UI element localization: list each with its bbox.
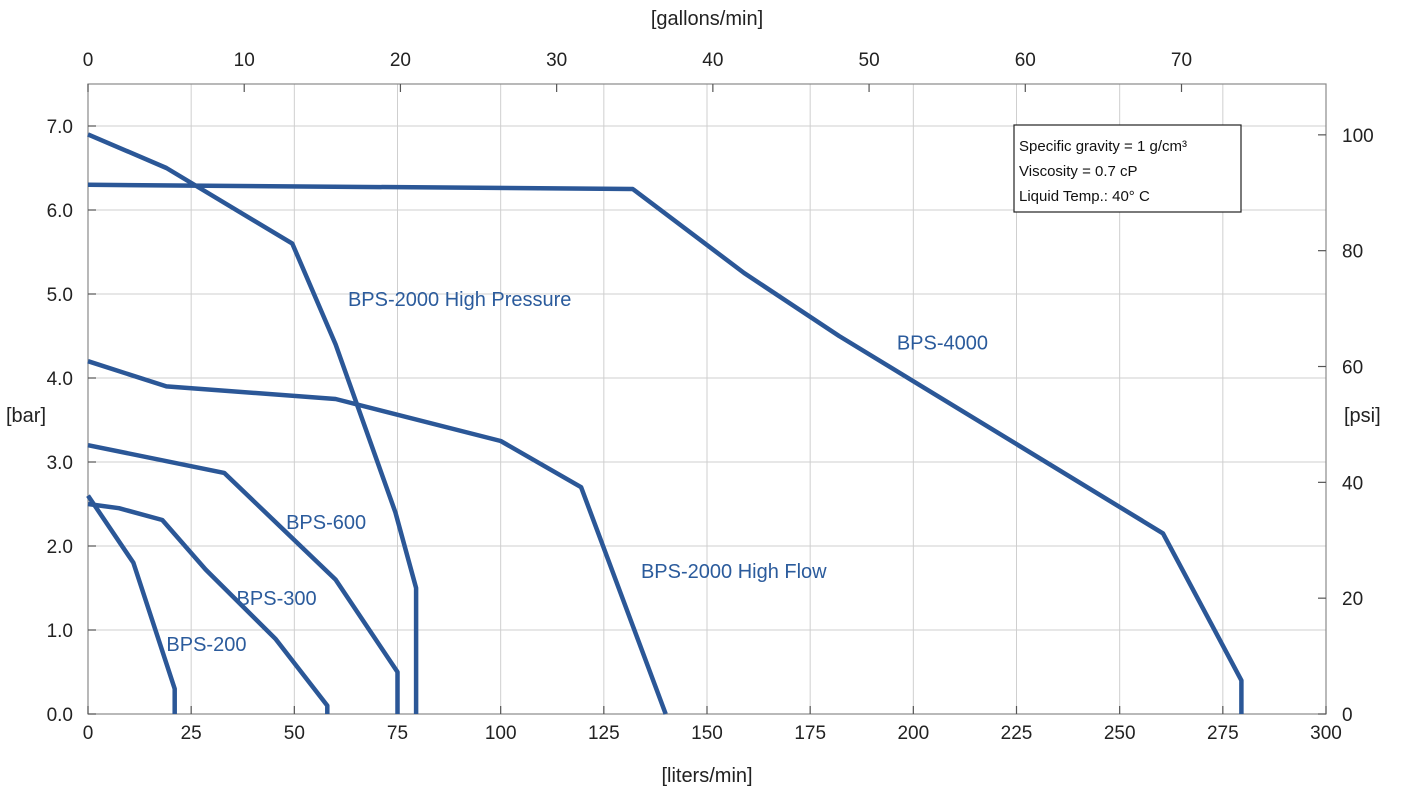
x-tick-label: 25 [181, 723, 202, 744]
series-line-bps-200 [86, 494, 177, 714]
y-tick-label: 2.0 [47, 537, 73, 558]
y-tick-label: 6.0 [47, 201, 73, 222]
y-tick-label: 5.0 [47, 285, 73, 306]
x-axis-gallons-ticks: 0 10 20 30 40 50 60 70 [83, 50, 1192, 92]
x2-tick-label: 20 [390, 50, 411, 71]
x-axis-liters-ticks: 0 25 50 75 100 125 150 175 200 225 250 275 300 [83, 706, 1342, 744]
x-tick-label: 225 [1001, 723, 1033, 744]
x2-tick-label: 0 [83, 50, 94, 71]
y2-tick-label: 0 [1342, 705, 1353, 726]
x-tick-label: 125 [588, 723, 620, 744]
y2-tick-label: 20 [1342, 589, 1363, 610]
y-tick-label: 0.0 [47, 705, 73, 726]
x-tick-label: 300 [1310, 723, 1342, 744]
x-tick-label: 100 [485, 723, 517, 744]
x2-tick-label: 50 [859, 50, 880, 71]
series-label-bps-4000: BPS-4000 [897, 332, 988, 354]
x-tick-label: 75 [387, 723, 408, 744]
y-axis-title-right: [psi] [1344, 405, 1381, 427]
conditions-note-line: Liquid Temp.: 40° C [1019, 188, 1150, 205]
x2-tick-label: 60 [1015, 50, 1036, 71]
x2-tick-label: 40 [702, 50, 723, 71]
x2-tick-label: 10 [234, 50, 255, 71]
y-axis-title-left: [bar] [6, 405, 46, 427]
conditions-note: Specific gravity = 1 g/cm³ Viscosity = 0… [1013, 124, 1242, 213]
x2-tick-label: 70 [1171, 50, 1192, 71]
series-label-bps-2000-high-pressure: BPS-2000 High Pressure [348, 289, 571, 311]
conditions-note-line: Viscosity = 0.7 cP [1019, 163, 1138, 180]
conditions-note-line: Specific gravity = 1 g/cm³ [1019, 138, 1187, 155]
y2-tick-label: 60 [1342, 358, 1363, 379]
series-label-bps-600: BPS-600 [286, 512, 366, 534]
x-axis-title-bottom: [liters/min] [661, 765, 752, 787]
y2-tick-label: 40 [1342, 473, 1363, 494]
x-tick-label: 175 [794, 723, 826, 744]
x2-tick-label: 30 [546, 50, 567, 71]
y2-tick-label: 100 [1342, 126, 1374, 147]
y-tick-label: 4.0 [47, 369, 73, 390]
x-tick-label: 50 [284, 723, 305, 744]
y-tick-label: 7.0 [47, 117, 73, 138]
y-axis-psi-ticks: 0 20 40 60 80 100 [1318, 126, 1374, 726]
series-label-bps-2000-high-flow: BPS-2000 High Flow [641, 561, 827, 583]
y2-tick-label: 80 [1342, 242, 1363, 263]
x-tick-label: 250 [1104, 723, 1136, 744]
x-tick-label: 0 [83, 723, 94, 744]
series-line-bps-2000-high-pressure [87, 132, 419, 714]
series-line-bps-4000 [87, 182, 1244, 714]
series-line-bps-2000-high-flow [87, 359, 668, 715]
x-tick-label: 200 [897, 723, 929, 744]
x-tick-label: 275 [1207, 723, 1239, 744]
series-label-bps-200: BPS-200 [166, 634, 246, 656]
x-tick-label: 150 [691, 723, 723, 744]
y-axis-bar-ticks: 0.0 1.0 2.0 3.0 4.0 5.0 6.0 7.0 [47, 117, 96, 726]
y-tick-label: 1.0 [47, 621, 73, 642]
series-line-bps-600 [87, 442, 400, 714]
series-line-bps-300 [87, 501, 330, 714]
chart-series [86, 132, 1244, 715]
chart-series-labels: BPS-200 BPS-300 BPS-600 BPS-2000 High Press… [166, 289, 988, 656]
x-axis-title-top: [gallons/min] [651, 8, 763, 30]
series-label-bps-300: BPS-300 [237, 588, 317, 610]
y-tick-label: 3.0 [47, 453, 73, 474]
conditions-note-box [1013, 124, 1242, 213]
